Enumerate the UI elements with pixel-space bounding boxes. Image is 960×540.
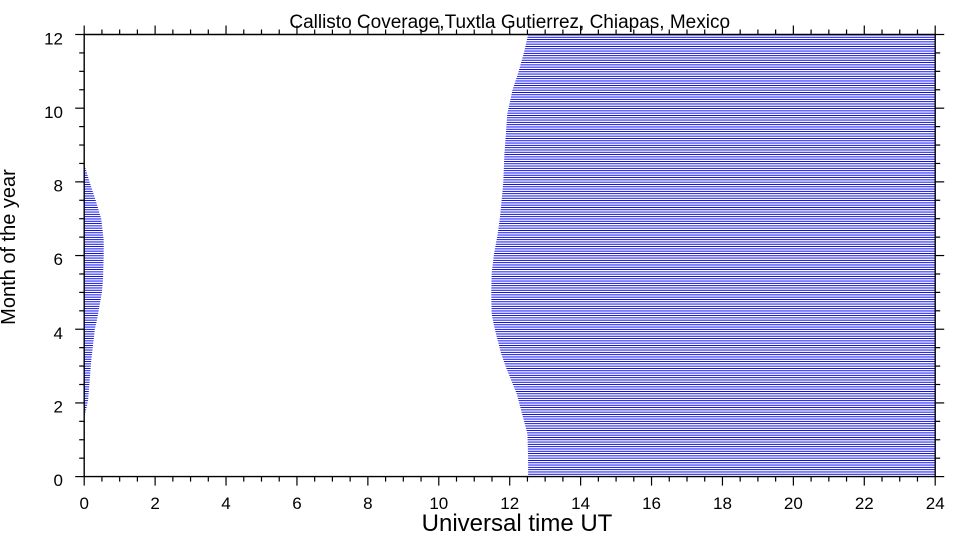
- svg-text:Month of the year: Month of the year: [0, 169, 20, 325]
- svg-text:2: 2: [150, 494, 159, 513]
- svg-text:18: 18: [713, 494, 732, 513]
- svg-text:2: 2: [54, 397, 63, 416]
- svg-text:4: 4: [221, 494, 230, 513]
- svg-text:8: 8: [363, 494, 372, 513]
- svg-text:10: 10: [44, 103, 63, 122]
- svg-text:4: 4: [54, 324, 63, 343]
- svg-text:12: 12: [44, 29, 63, 48]
- svg-text:0: 0: [79, 494, 88, 513]
- svg-text:22: 22: [855, 494, 874, 513]
- svg-text:Universal time UT: Universal time UT: [422, 510, 613, 537]
- svg-text:20: 20: [784, 494, 803, 513]
- svg-text:0: 0: [54, 471, 63, 490]
- svg-text:24: 24: [926, 494, 945, 513]
- svg-text:6: 6: [54, 250, 63, 269]
- svg-text:8: 8: [54, 177, 63, 196]
- svg-text:16: 16: [642, 494, 661, 513]
- svg-text:Callisto Coverage,Tuxtla Gutie: Callisto Coverage,Tuxtla Gutierrez, Chia…: [289, 12, 730, 33]
- svg-text:6: 6: [292, 494, 301, 513]
